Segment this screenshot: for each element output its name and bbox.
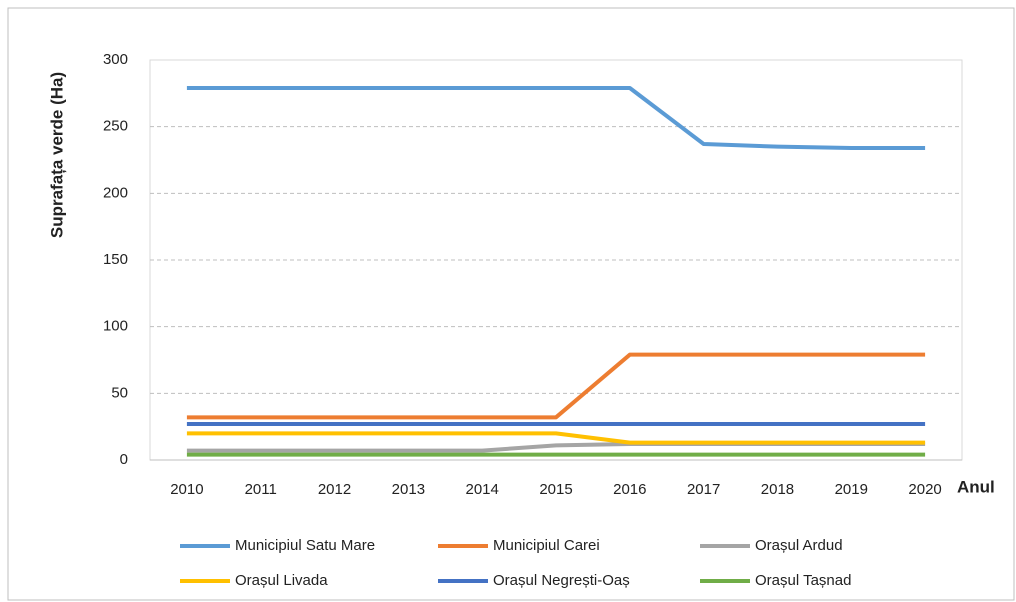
legend-label: Municipiul Satu Mare bbox=[235, 537, 375, 554]
y-tick-label: 200 bbox=[103, 184, 128, 201]
y-tick-label: 150 bbox=[103, 251, 128, 268]
x-tick-label: 2012 bbox=[318, 481, 351, 498]
y-tick-label: 100 bbox=[103, 318, 128, 335]
legend-label: Orașul Negrești-Oaș bbox=[493, 572, 630, 589]
series-line bbox=[186, 86, 926, 150]
x-tick-label: 2016 bbox=[613, 481, 646, 498]
legend-label: Municipiul Carei bbox=[493, 537, 600, 554]
y-tick-label: 300 bbox=[103, 51, 128, 68]
legend-label: Orașul Tașnad bbox=[755, 572, 851, 589]
x-tick-label: 2014 bbox=[465, 481, 498, 498]
x-tick-label: 2017 bbox=[687, 481, 720, 498]
x-tick-label: 2015 bbox=[539, 481, 572, 498]
x-tick-label: 2013 bbox=[392, 481, 425, 498]
legend-label: Orașul Livada bbox=[235, 572, 328, 589]
legend-label: Orașul Ardud bbox=[755, 537, 843, 554]
y-tick-label: 0 bbox=[120, 451, 128, 468]
y-axis-title: Suprafața verde (Ha) bbox=[47, 72, 66, 238]
series-line bbox=[186, 431, 926, 445]
x-tick-label: 2010 bbox=[170, 481, 203, 498]
x-tick-label: 2019 bbox=[835, 481, 868, 498]
series-line bbox=[186, 352, 926, 420]
y-tick-label: 50 bbox=[111, 384, 128, 401]
x-tick-label: 2011 bbox=[245, 481, 277, 498]
x-tick-label: 2018 bbox=[761, 481, 794, 498]
y-tick-label: 250 bbox=[103, 118, 128, 135]
x-axis-title: Anul bbox=[957, 477, 995, 496]
x-tick-label: 2020 bbox=[908, 481, 941, 498]
